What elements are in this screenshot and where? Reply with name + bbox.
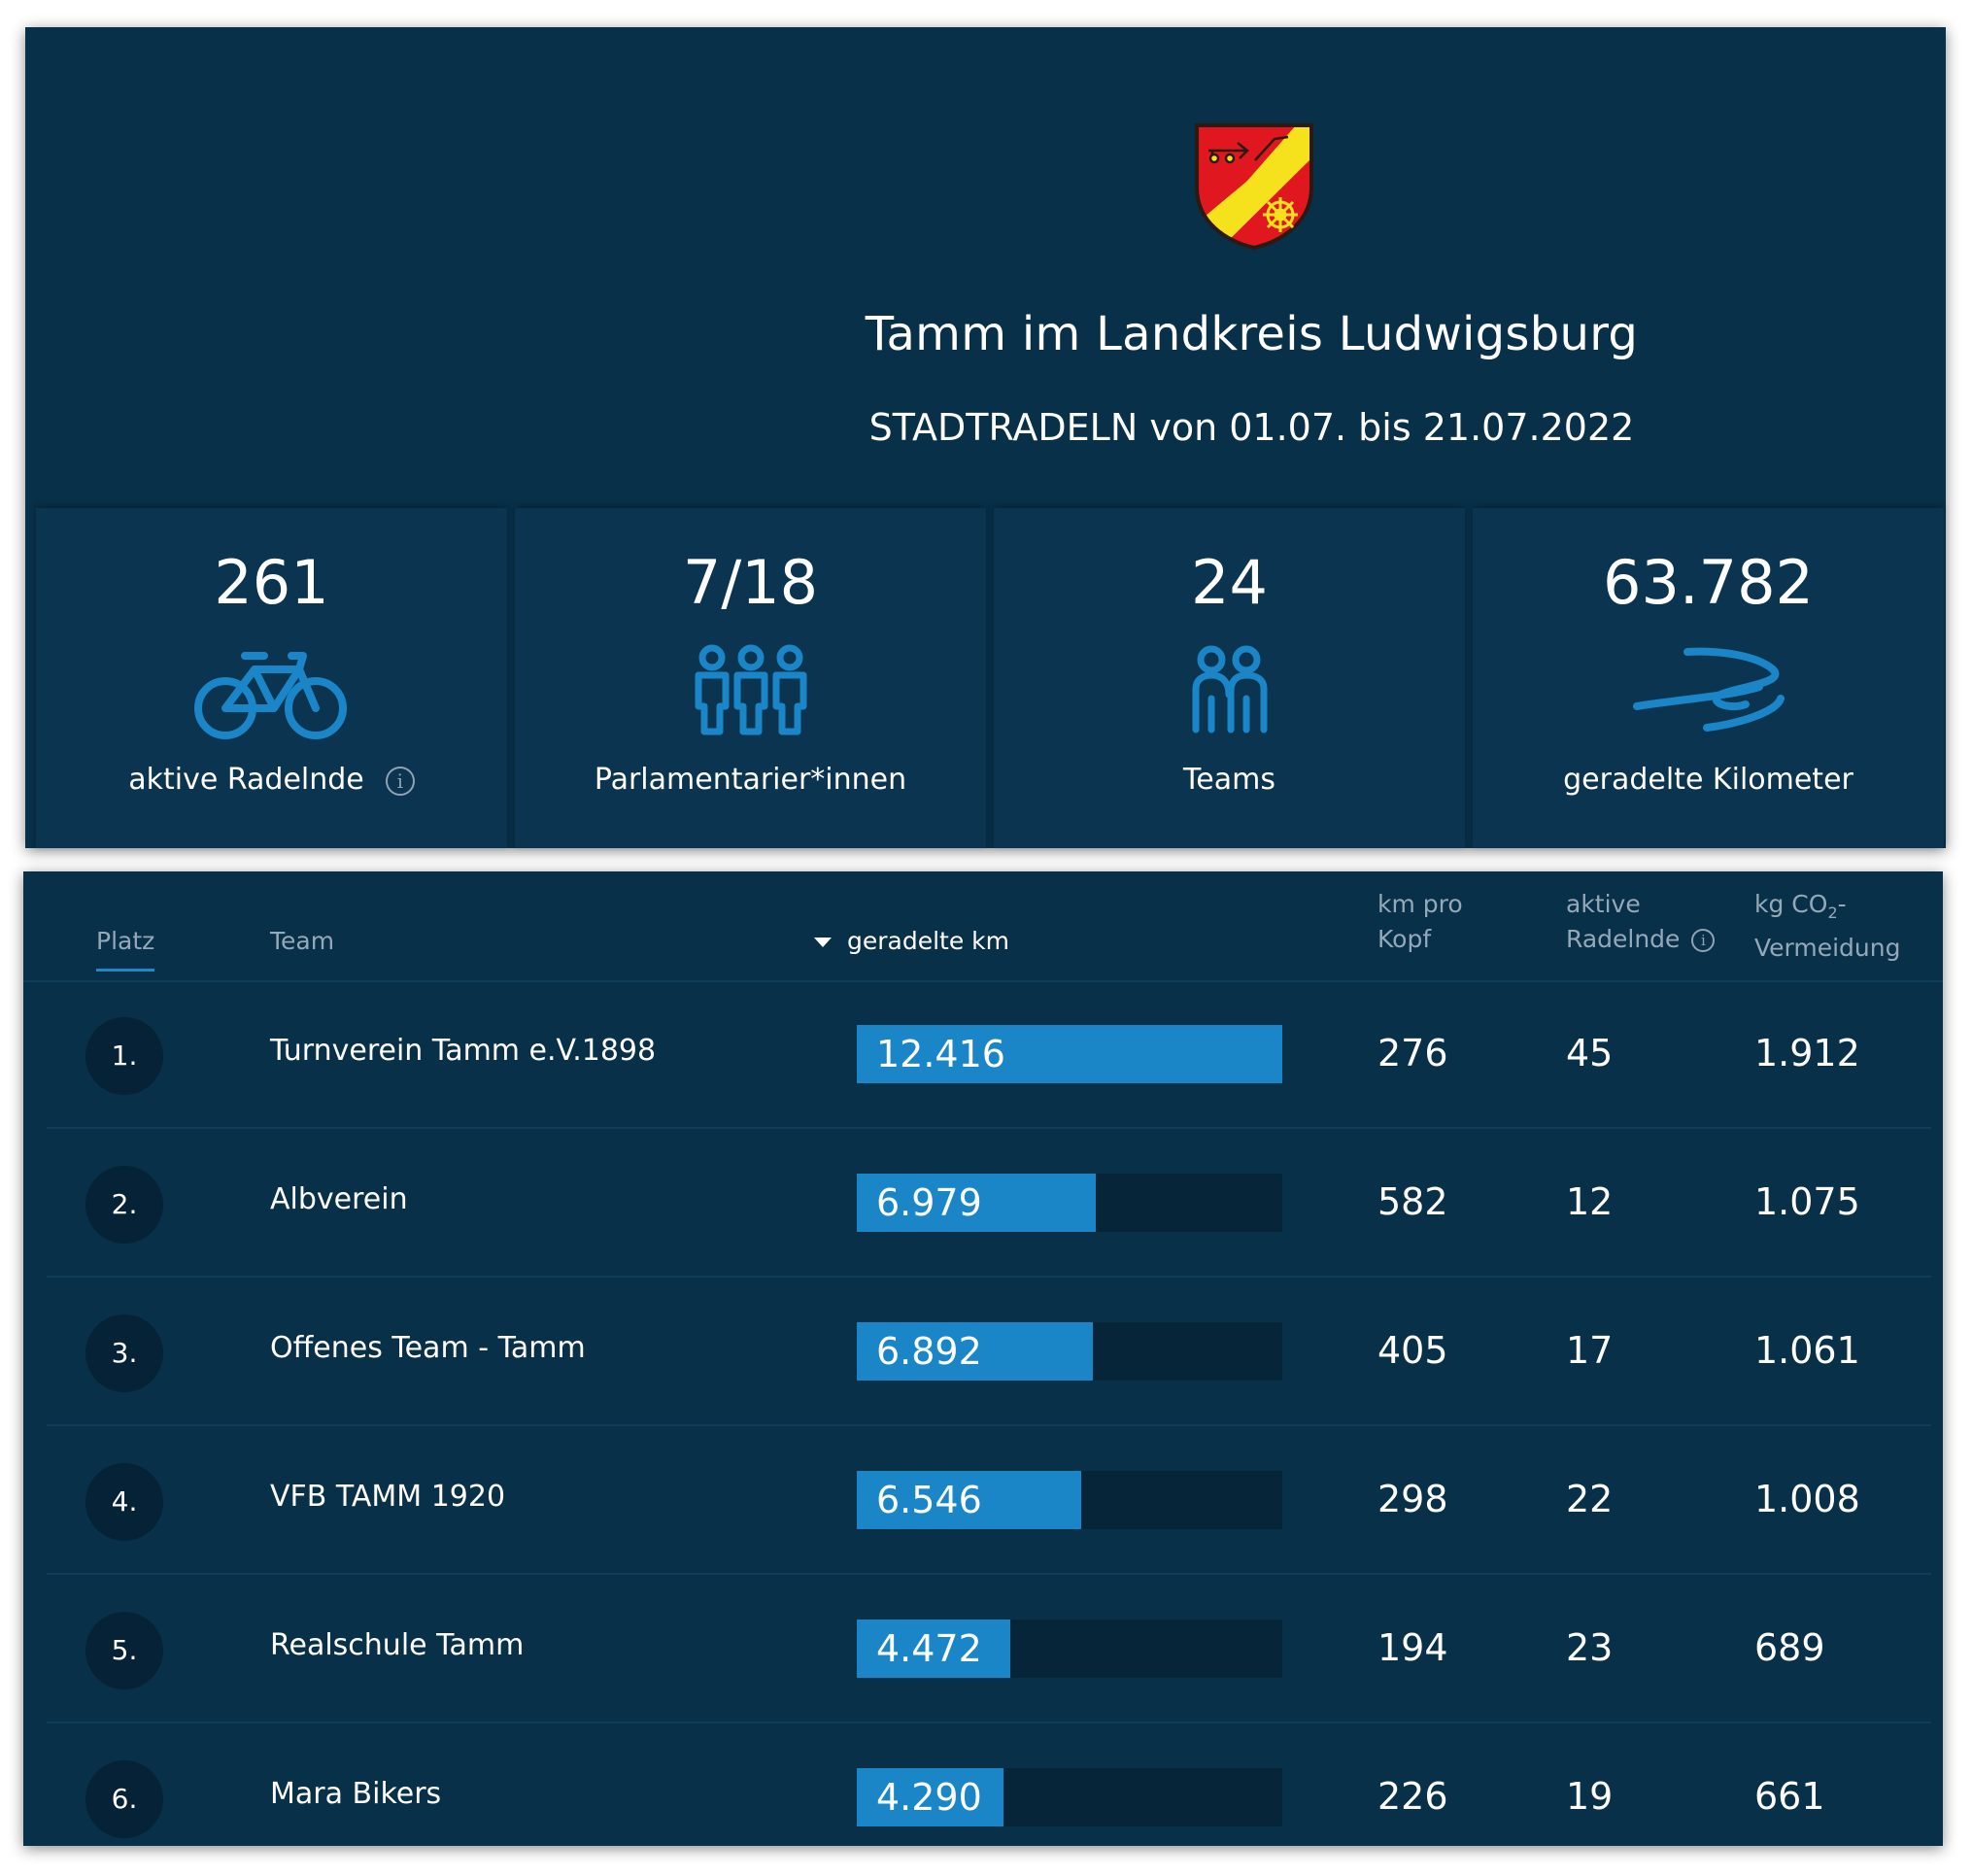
- table-row[interactable]: 5. Realschule Tamm 4.472 194 23 689: [47, 1575, 1931, 1723]
- km-value: 6.979: [876, 1181, 982, 1224]
- column-aktive-radelnde[interactable]: aktive Radelnde i: [1566, 887, 1716, 957]
- page-subtitle: STADTRADELN von 01.07. bis 21.07.2022: [868, 406, 1635, 449]
- aktive-radelnde-value: 22: [1566, 1478, 1614, 1520]
- km-value: 6.546: [876, 1479, 982, 1521]
- stat-aktive-radelnde: 261 aktive Radelnde i: [36, 508, 507, 848]
- km-bar-fill: [857, 1322, 1094, 1381]
- info-icon[interactable]: i: [1691, 929, 1716, 952]
- km-value: 6.892: [876, 1330, 982, 1373]
- km-bar-fill: [857, 1471, 1081, 1529]
- km-pro-kopf-value: 194: [1377, 1626, 1448, 1669]
- rank-badge: 1.: [85, 1017, 163, 1095]
- table-row[interactable]: 1. Turnverein Tamm e.V.1898 12.416 276 4…: [47, 980, 1931, 1129]
- table-row[interactable]: 4. VFB TAMM 1920 6.546 298 22 1.008: [47, 1426, 1931, 1575]
- stat-value: 7/18: [682, 547, 819, 618]
- km-pro-kopf-value: 405: [1377, 1329, 1448, 1372]
- stat-geradelte-kilometer: 63.782 geradelte Kilometer: [1473, 508, 1944, 848]
- rank-badge: 4.: [85, 1463, 163, 1541]
- co2-value: 1.075: [1754, 1180, 1860, 1223]
- rank-badge: 3.: [85, 1314, 163, 1392]
- team-name[interactable]: Turnverein Tamm e.V.1898: [270, 1034, 657, 1068]
- column-co2-vermeidung[interactable]: kg CO2- Vermeidung: [1754, 890, 1901, 962]
- rank-badge: 2.: [85, 1166, 163, 1244]
- team-name[interactable]: Albverein: [270, 1182, 408, 1216]
- co2-value: 1.008: [1754, 1478, 1860, 1520]
- co2-value: 1.061: [1754, 1329, 1860, 1372]
- co2-value: 1.912: [1754, 1032, 1860, 1074]
- table-body: 1. Turnverein Tamm e.V.1898 12.416 276 4…: [47, 980, 1931, 1846]
- rank-badge: 6.: [85, 1760, 163, 1838]
- column-km-pro-kopf[interactable]: km pro Kopf: [1377, 890, 1463, 953]
- stat-value: 24: [1191, 547, 1268, 618]
- km-value: 12.416: [876, 1033, 1005, 1075]
- sort-descending-icon: [814, 938, 832, 947]
- coat-of-arms-icon: [1195, 123, 1313, 251]
- aktive-radelnde-value: 19: [1566, 1775, 1614, 1818]
- km-value: 4.290: [876, 1776, 982, 1819]
- co2-value: 689: [1754, 1626, 1825, 1669]
- rank-badge: 5.: [85, 1612, 163, 1689]
- stat-label: Teams: [1183, 763, 1275, 797]
- table-row[interactable]: 3. Offenes Team - Tamm 6.892 405 17 1.06…: [47, 1278, 1931, 1426]
- km-pro-kopf-value: 582: [1377, 1180, 1448, 1223]
- km-bar: 6.546: [857, 1471, 1282, 1529]
- km-bar: 6.892: [857, 1322, 1282, 1381]
- km-bar: 4.290: [857, 1768, 1282, 1826]
- team-name[interactable]: VFB TAMM 1920: [270, 1480, 506, 1514]
- aktive-radelnde-value: 17: [1566, 1329, 1614, 1372]
- table-row[interactable]: 2. Albverein 6.979 582 12 1.075: [47, 1129, 1931, 1278]
- column-team[interactable]: Team: [270, 927, 335, 955]
- team-name[interactable]: Mara Bikers: [270, 1777, 442, 1811]
- team-name[interactable]: Realschule Tamm: [270, 1628, 525, 1662]
- ranking-table: Platz Team geradelte km km pro Kopf aktiv…: [23, 871, 1943, 1846]
- stat-value: 63.782: [1603, 547, 1814, 618]
- km-bar-fill: [857, 1025, 1282, 1083]
- sort-indicator-underline: [96, 969, 154, 972]
- team-name[interactable]: Offenes Team - Tamm: [270, 1331, 586, 1365]
- stat-label: geradelte Kilometer: [1563, 763, 1853, 797]
- km-bar: 12.416: [857, 1025, 1282, 1083]
- stat-label: aktive Radelnde i: [36, 763, 507, 797]
- page-title: Tamm im Landkreis Ludwigsburg: [865, 307, 1639, 361]
- km-pro-kopf-value: 226: [1377, 1775, 1448, 1818]
- two-people-icon: [1192, 645, 1267, 733]
- stat-value: 261: [214, 547, 329, 618]
- aktive-radelnde-value: 45: [1566, 1032, 1614, 1074]
- three-people-icon: [695, 644, 806, 735]
- km-bar: 4.472: [857, 1620, 1282, 1678]
- stat-teams: 24 Teams: [994, 508, 1465, 848]
- winding-road-icon: [1632, 647, 1785, 732]
- km-pro-kopf-value: 298: [1377, 1478, 1448, 1520]
- km-bar-fill: [857, 1620, 1010, 1678]
- column-platz[interactable]: Platz: [96, 927, 155, 955]
- stats-row: 261 aktive Radelnde i 7/18 Parlamentarier…: [25, 508, 1946, 848]
- co2-value: 661: [1754, 1775, 1825, 1818]
- bicycle-icon: [193, 652, 347, 739]
- km-bar: 6.979: [857, 1174, 1282, 1232]
- km-value: 4.472: [876, 1627, 982, 1670]
- aktive-radelnde-value: 12: [1566, 1180, 1614, 1223]
- km-bar-fill: [857, 1768, 1004, 1826]
- km-bar-fill: [857, 1174, 1097, 1232]
- stat-parlamentarier: 7/18 Parlamentarier*innen: [515, 508, 986, 848]
- table-row[interactable]: 6. Mara Bikers 4.290 226 19 661: [47, 1723, 1931, 1846]
- column-geradelte-km[interactable]: geradelte km: [814, 924, 1009, 959]
- aktive-radelnde-value: 23: [1566, 1626, 1614, 1669]
- km-pro-kopf-value: 276: [1377, 1032, 1448, 1074]
- table-header: Platz Team geradelte km km pro Kopf aktiv…: [23, 871, 1943, 982]
- stat-label: Parlamentarier*innen: [594, 763, 907, 797]
- info-icon[interactable]: i: [385, 766, 415, 796]
